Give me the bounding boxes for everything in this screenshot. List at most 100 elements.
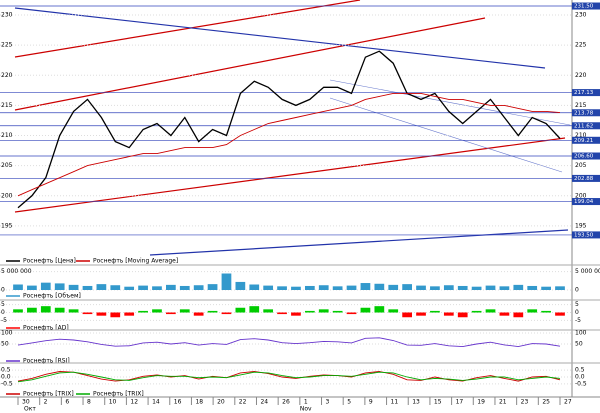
level-tag xyxy=(572,152,600,160)
x-tick-label: 15 xyxy=(434,399,442,406)
bar xyxy=(166,312,176,315)
bar xyxy=(402,284,412,290)
series-line xyxy=(17,337,561,348)
y-tick-label: 5 000 000 xyxy=(575,268,600,275)
x-tick-label: 21 xyxy=(499,399,507,406)
x-tick-label: 3 xyxy=(326,399,330,406)
x-tick-label: 22 xyxy=(239,399,247,406)
bar xyxy=(513,284,524,290)
bar xyxy=(152,309,162,313)
bar xyxy=(527,285,538,290)
series-line xyxy=(17,371,561,383)
trend-line xyxy=(14,0,361,58)
bar xyxy=(332,310,343,313)
y-tick-label: 100 xyxy=(575,330,587,337)
level-tag xyxy=(572,89,600,97)
bar xyxy=(96,312,107,316)
x-tick-label: 1 xyxy=(304,399,308,406)
bar xyxy=(360,307,371,313)
bar xyxy=(304,310,315,313)
y-tick-label: 215 xyxy=(575,102,587,109)
bar xyxy=(541,310,551,313)
y-tick-label: 50 xyxy=(1,341,9,348)
bar xyxy=(318,309,329,313)
x-tick-label: 14 xyxy=(152,399,160,406)
y-tick-label: -0.5 xyxy=(575,380,587,387)
y-tick-label: 225 xyxy=(575,42,587,49)
bar xyxy=(499,286,510,290)
x-tick-label: 2 xyxy=(44,399,48,406)
bar xyxy=(179,285,190,290)
y-tick-label: 100 xyxy=(1,330,13,337)
series-line xyxy=(17,50,561,209)
y-tick-label: 5 xyxy=(1,301,5,308)
y-tick-label: 210 xyxy=(1,132,13,139)
y-tick-label: 5 000 000 xyxy=(1,268,32,275)
level-label: 202.88 xyxy=(574,176,594,182)
y-tick-label: 0 xyxy=(1,287,5,294)
legend-label: Роснефть [RSI] xyxy=(23,358,70,365)
bar xyxy=(499,312,510,316)
trend-line xyxy=(14,17,486,111)
x-tick-label: 6 xyxy=(65,399,69,406)
x-tick-label: 10 xyxy=(109,399,117,406)
bar xyxy=(443,312,454,316)
bar xyxy=(68,284,79,290)
bar xyxy=(40,306,51,313)
y-tick-label: 230 xyxy=(575,12,587,19)
bar xyxy=(207,284,218,290)
bar xyxy=(54,283,65,290)
bar xyxy=(277,312,287,315)
bar xyxy=(416,312,426,316)
bar xyxy=(443,285,454,290)
bar xyxy=(416,285,426,290)
bar xyxy=(152,286,162,290)
bar xyxy=(332,286,343,290)
trend-line xyxy=(14,7,546,69)
x-tick-label: 11 xyxy=(391,399,399,406)
bar xyxy=(40,282,51,290)
bar xyxy=(541,286,551,290)
bar xyxy=(193,285,204,290)
bar xyxy=(555,312,565,316)
bar xyxy=(221,312,232,315)
y-tick-label: 200 xyxy=(575,192,587,199)
bar xyxy=(402,312,412,318)
bar xyxy=(277,286,287,290)
bar xyxy=(221,273,232,290)
bar xyxy=(388,309,399,313)
legend-label: Роснефть [Moving Average] xyxy=(93,258,178,265)
series-line xyxy=(17,92,561,197)
x-tick-label: 25 xyxy=(542,399,550,406)
channel-line xyxy=(329,79,571,126)
trend-lines xyxy=(14,0,571,256)
y-tick-label: 50 xyxy=(575,341,583,348)
legend-label: Роснефть [Объем] xyxy=(23,293,81,300)
x-tick-label: 9 xyxy=(369,399,373,406)
bar xyxy=(54,307,65,313)
trend-line xyxy=(149,229,569,256)
x-tick-label: 27 xyxy=(564,399,572,406)
bar xyxy=(179,309,190,313)
bar xyxy=(360,283,371,290)
bar xyxy=(346,312,357,315)
bar xyxy=(430,310,440,313)
bar xyxy=(471,310,482,313)
bar xyxy=(527,309,538,313)
level-label: 206.60 xyxy=(574,154,594,160)
x-tick-label: 26 xyxy=(282,399,290,406)
level-label: 199.04 xyxy=(574,199,594,205)
y-tick-label: 230 xyxy=(1,12,13,19)
y-tick-label: 0 xyxy=(575,287,579,294)
bar xyxy=(124,286,135,290)
level-label: 193.50 xyxy=(574,232,594,238)
level-label: 231.50 xyxy=(574,4,594,10)
x-tick-label: 8 xyxy=(87,399,91,406)
bar xyxy=(207,310,218,313)
x-tick-label: 24 xyxy=(260,399,268,406)
level-label: 211.62 xyxy=(574,123,593,129)
level-tag xyxy=(572,136,600,144)
bar xyxy=(471,286,482,290)
x-tick-label: 19 xyxy=(477,399,485,406)
